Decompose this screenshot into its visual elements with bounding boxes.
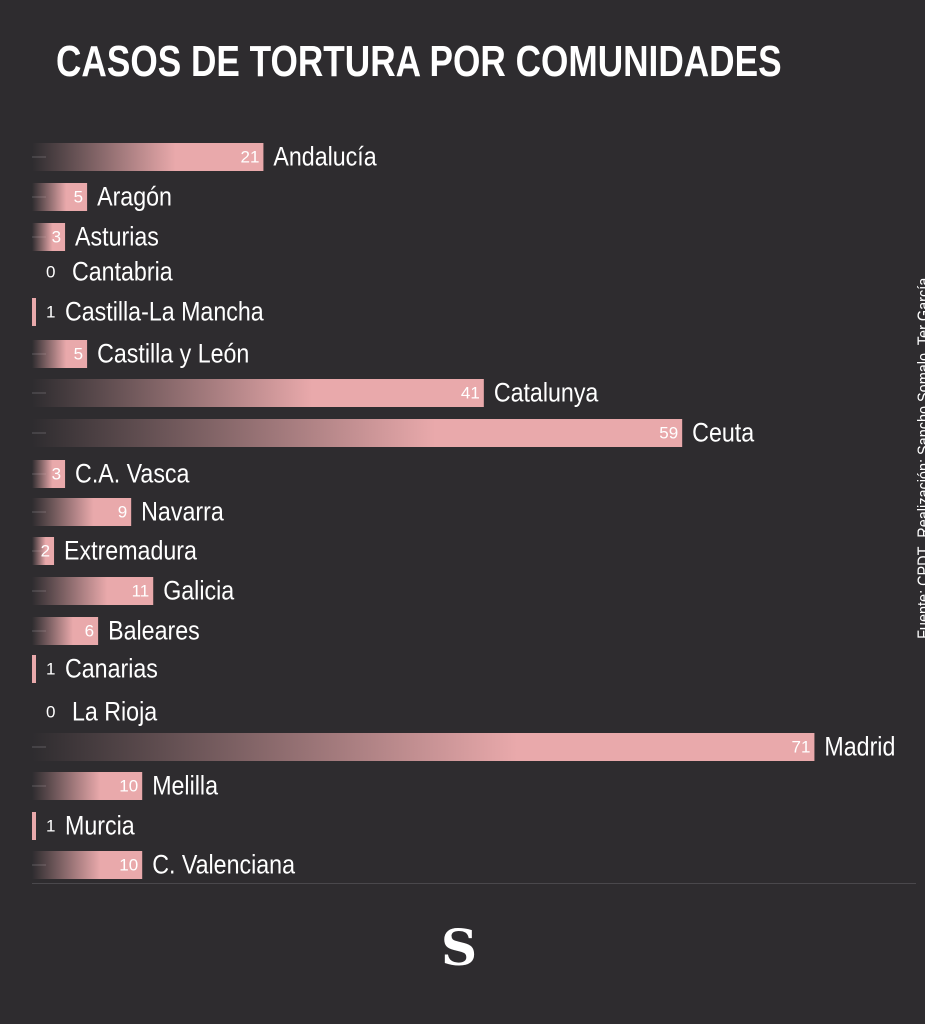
category-label: Melilla: [152, 771, 218, 801]
category-label: Catalunya: [494, 378, 599, 408]
category-label: Madrid: [824, 732, 895, 762]
bar-row: 2 Extremadura: [32, 536, 197, 566]
category-label: Canarias: [65, 654, 158, 684]
value-label: 1: [46, 817, 55, 836]
bar: [32, 498, 132, 526]
value-label: 1: [46, 660, 55, 679]
value-label: 0: [46, 263, 55, 282]
bar: [32, 143, 264, 171]
bar: [32, 298, 36, 326]
bar-row: 3 C.A. Vasca: [32, 459, 189, 489]
value-label: 21: [240, 148, 259, 167]
bar: [32, 223, 66, 251]
bar: [32, 183, 88, 211]
category-label: Extremadura: [64, 536, 197, 566]
category-label: Castilla y León: [97, 339, 249, 369]
category-label: Ceuta: [692, 418, 754, 448]
value-label: 5: [74, 345, 83, 364]
bar-row: 10 Melilla: [32, 771, 218, 801]
category-label: Galicia: [163, 576, 234, 606]
value-label: 0: [46, 703, 55, 722]
value-label: 10: [119, 856, 138, 875]
category-label: Aragón: [97, 182, 172, 212]
bar-row: 3 Asturias: [32, 222, 159, 252]
category-label: Navarra: [141, 497, 224, 527]
category-label: Asturias: [75, 222, 159, 252]
bar: [32, 340, 88, 368]
bar-row: 59 Ceuta: [32, 418, 754, 448]
bar-row: 11 Galicia: [32, 576, 234, 606]
chart-baseline: [32, 883, 916, 884]
bar-row: 5 Castilla y León: [32, 339, 249, 369]
bar-row: 71 Madrid: [32, 732, 895, 762]
bar: [32, 537, 55, 565]
value-label: 1: [46, 303, 55, 322]
bar: [32, 812, 36, 840]
category-label: Andalucía: [273, 142, 376, 172]
category-label: La Rioja: [72, 697, 157, 727]
value-label: 10: [119, 777, 138, 796]
bar: [32, 617, 99, 645]
value-label: 6: [85, 622, 94, 641]
bar-row: 41 Catalunya: [32, 378, 598, 408]
publisher-logo: S: [441, 918, 478, 977]
value-label: 2: [41, 542, 50, 561]
bar-row: 0 La Rioja: [46, 697, 157, 727]
value-label: 3: [52, 228, 61, 247]
value-label: 41: [461, 384, 480, 403]
bar-row: 5 Aragón: [32, 182, 172, 212]
bar-row: 6 Baleares: [32, 616, 200, 646]
bar: [32, 460, 66, 488]
bar-row: 10 C. Valenciana: [32, 850, 295, 880]
bar-row: 1 Castilla-La Mancha: [32, 297, 264, 327]
category-label: C. Valenciana: [152, 850, 295, 880]
chart-title: CASOS DE TORTURA POR COMUNIDADES: [56, 37, 782, 86]
bar-row: 9 Navarra: [32, 497, 224, 527]
bar-row: 21 Andalucía: [32, 142, 377, 172]
bar-row: 1 Canarias: [32, 654, 158, 684]
bar: [32, 379, 484, 407]
bar: [32, 733, 815, 761]
value-label: 71: [791, 738, 810, 757]
category-label: Baleares: [108, 616, 200, 646]
category-label: Castilla-La Mancha: [65, 297, 264, 327]
value-label: 9: [118, 503, 127, 522]
value-label: 11: [132, 582, 150, 601]
bar: [32, 655, 36, 683]
bar: [32, 851, 143, 879]
bar-row: 1 Murcia: [32, 811, 135, 841]
bar: [32, 772, 143, 800]
category-label: C.A. Vasca: [75, 459, 189, 489]
bar-row: 0 Cantabria: [46, 257, 173, 287]
category-label: Murcia: [65, 811, 135, 841]
value-label: 5: [74, 188, 83, 207]
bar: [32, 577, 154, 605]
bar: [32, 419, 683, 447]
value-label: 3: [52, 465, 61, 484]
category-label: Cantabria: [72, 257, 173, 287]
value-label: 59: [659, 424, 678, 443]
